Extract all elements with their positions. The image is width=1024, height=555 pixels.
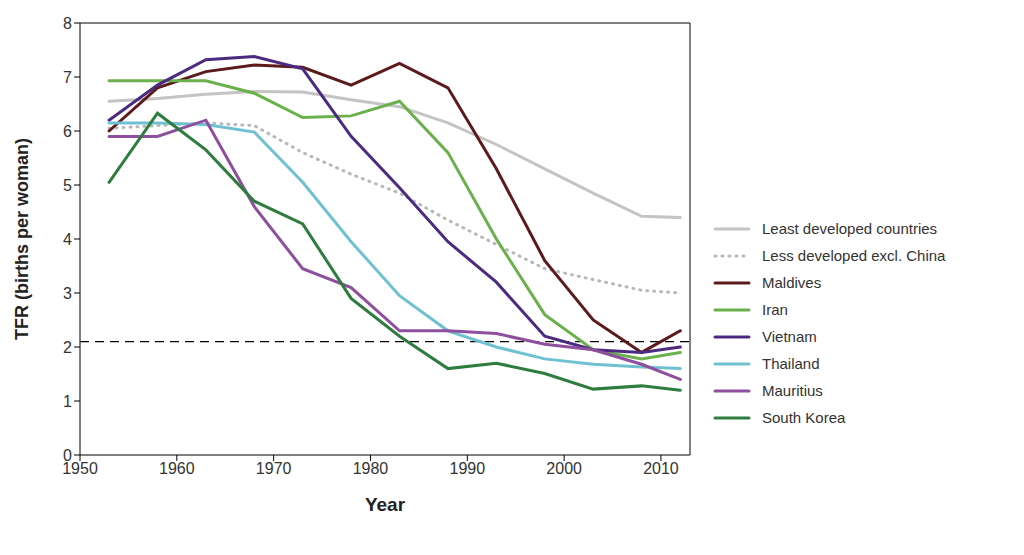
html-text:Vietnam: Vietnam (762, 328, 817, 345)
svg-text:4: 4 (63, 231, 72, 248)
svg-text:1960: 1960 (159, 460, 195, 477)
svg-text:3: 3 (63, 285, 72, 302)
svg-text:7: 7 (63, 69, 72, 86)
svg-text:0: 0 (63, 447, 72, 464)
svg-text:6: 6 (63, 123, 72, 140)
svg-text:2000: 2000 (546, 460, 582, 477)
svg-text:Year: Year (365, 494, 406, 515)
svg-text:8: 8 (63, 15, 72, 32)
html-text:Iran: Iran (762, 301, 788, 318)
html-text:South Korea: South Korea (762, 409, 846, 426)
html-text:Maldives: Maldives (762, 274, 822, 291)
svg-text:1990: 1990 (450, 460, 486, 477)
svg-text:1: 1 (63, 393, 72, 410)
svg-text:TFR (births per woman): TFR (births per woman) (12, 138, 32, 340)
html-text:Less developed excl. China: Less developed excl. China (762, 247, 946, 264)
svg-text:2: 2 (63, 339, 72, 356)
html-text:Mauritius: Mauritius (762, 382, 823, 399)
svg-text:1950: 1950 (62, 460, 98, 478)
svg-text:2010: 2010 (643, 460, 679, 477)
svg-text:1970: 1970 (256, 460, 292, 477)
html-text:Thailand: Thailand (762, 355, 820, 372)
html-text:Least developed countries: Least developed countries (762, 220, 938, 237)
svg-text:1980: 1980 (353, 460, 389, 477)
svg-text:5: 5 (63, 177, 72, 194)
